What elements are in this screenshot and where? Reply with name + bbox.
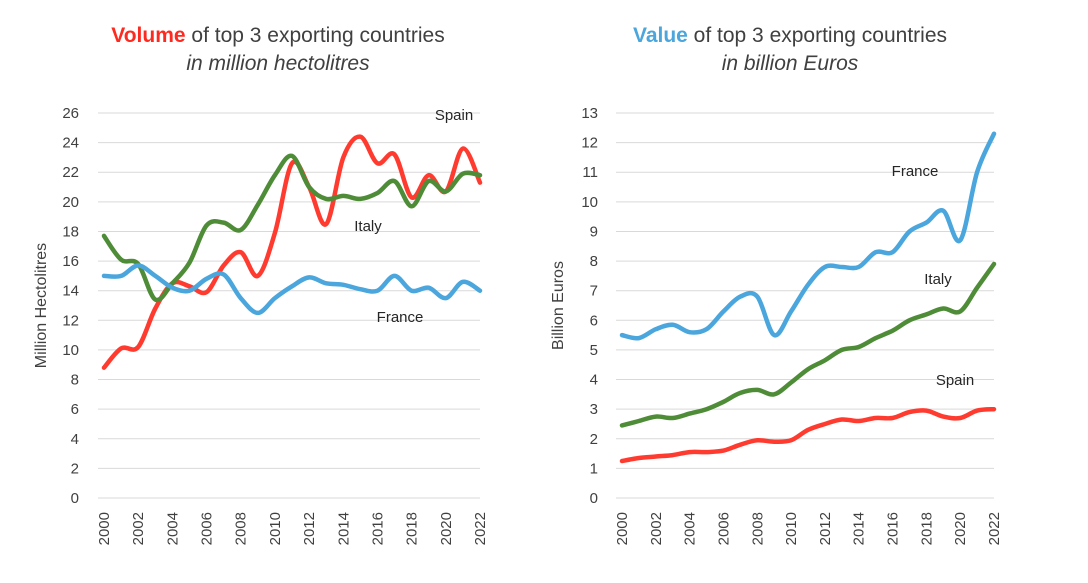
volume-y-tick-label: 26 — [62, 105, 79, 122]
volume-y-tick-label: 20 — [62, 194, 79, 211]
value-y-axis-label: Billion Euros — [550, 261, 567, 350]
value-chart-title: Value of top 3 exporting countries in bi… — [520, 22, 1060, 78]
volume-y-tick-label: 22 — [62, 164, 79, 181]
volume-y-tick-label: 4 — [71, 431, 79, 448]
volume-y-tick-label: 6 — [71, 401, 79, 418]
value-series-italy-label: Italy — [924, 271, 952, 288]
value-x-tick-label: 2010 — [783, 512, 800, 545]
value-y-tick-label: 11 — [582, 164, 598, 181]
value-x-tick-label: 2020 — [952, 512, 969, 545]
volume-y-tick-label: 10 — [62, 342, 79, 359]
volume-y-tick-label: 8 — [71, 372, 79, 389]
volume-y-tick-label: 12 — [62, 312, 79, 329]
value-y-tick-label: 2 — [590, 431, 598, 448]
value-y-tick-label: 5 — [590, 342, 598, 359]
volume-x-tick-label: 2002 — [130, 512, 147, 545]
value-y-tick-label: 13 — [581, 105, 598, 122]
volume-x-tick-label: 2022 — [472, 512, 489, 545]
volume-y-tick-label: 16 — [62, 253, 79, 270]
volume-title-rest: of top 3 exporting countries — [185, 24, 445, 47]
volume-y-axis-label: Million Hectolitres — [33, 243, 50, 368]
volume-series-france-label: France — [377, 309, 424, 326]
value-x-tick-label: 2016 — [885, 512, 902, 545]
value-x-tick-label: 2022 — [986, 512, 1003, 545]
value-y-tick-label: 12 — [581, 135, 598, 152]
volume-title-highlight: Volume — [111, 24, 186, 47]
value-x-tick-label: 2004 — [682, 512, 699, 545]
value-chart-subtitle: in billion Euros — [721, 52, 859, 75]
volume-x-tick-label: 2012 — [301, 512, 318, 545]
value-y-tick-label: 6 — [590, 312, 598, 329]
volume-x-tick-label: 2004 — [164, 512, 181, 545]
volume-x-tick-label: 2020 — [438, 512, 455, 545]
value-x-tick-label: 2014 — [851, 512, 868, 545]
volume-series-spain-line — [101, 134, 483, 370]
volume-chart-title: Volume of top 3 exporting countries in m… — [8, 22, 548, 78]
value-chart-panel: Value of top 3 exporting countries in bi… — [520, 0, 1064, 583]
volume-x-tick-label: 2008 — [233, 512, 250, 545]
value-title-rest: of top 3 exporting countries — [687, 24, 948, 47]
volume-x-tick-label: 2014 — [335, 512, 352, 545]
value-x-tick-label: 2012 — [817, 512, 834, 545]
value-x-tick-label: 2002 — [648, 512, 665, 545]
volume-x-tick-label: 2010 — [267, 512, 284, 545]
volume-x-tick-label: 2016 — [369, 512, 386, 545]
value-x-tick-label: 2018 — [918, 512, 935, 545]
value-x-tick-label: 2000 — [614, 512, 631, 545]
value-series-italy-line — [619, 261, 997, 428]
volume-x-tick-label: 2018 — [404, 512, 421, 545]
volume-x-tick-label: 2006 — [199, 512, 216, 545]
value-x-tick-label: 2008 — [749, 512, 766, 545]
volume-series-italy-label: Italy — [354, 218, 382, 235]
value-series-spain-label: Spain — [936, 372, 974, 389]
volume-x-tick-label: 2000 — [96, 512, 113, 545]
value-series-france-line — [619, 131, 997, 341]
volume-y-tick-label: 14 — [62, 283, 79, 300]
value-series-france-label: France — [892, 163, 939, 180]
value-y-tick-label: 8 — [590, 253, 598, 270]
value-y-tick-label: 9 — [590, 223, 598, 240]
value-title-highlight: Value — [632, 24, 688, 47]
volume-y-tick-label: 0 — [71, 490, 79, 507]
volume-y-tick-label: 24 — [62, 135, 79, 152]
value-y-tick-label: 4 — [590, 372, 598, 389]
value-y-tick-label: 7 — [590, 283, 598, 300]
volume-chart-panel: Volume of top 3 exporting countries in m… — [33, 24, 489, 545]
volume-y-tick-label: 18 — [62, 223, 79, 240]
volume-series-italy-line — [101, 153, 483, 303]
value-y-tick-label: 3 — [590, 401, 598, 418]
value-series-spain-line — [619, 406, 997, 464]
value-y-tick-label: 0 — [590, 490, 598, 507]
value-y-tick-label: 10 — [581, 194, 598, 211]
volume-y-tick-label: 2 — [71, 460, 79, 477]
volume-series-spain-label: Spain — [435, 107, 473, 124]
volume-series-france-line — [101, 263, 483, 316]
value-y-tick-label: 1 — [590, 460, 598, 477]
value-x-tick-label: 2006 — [715, 512, 732, 545]
volume-chart-subtitle: in million hectolitres — [186, 52, 370, 75]
